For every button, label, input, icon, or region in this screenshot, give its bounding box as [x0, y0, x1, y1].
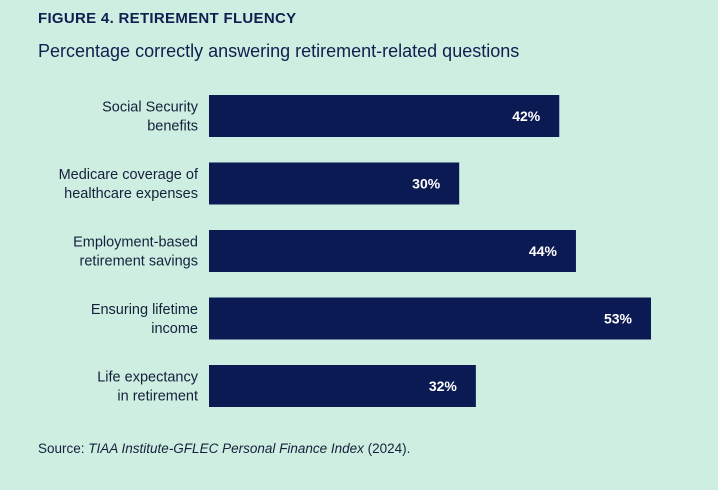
source-prefix: Source: — [38, 441, 89, 456]
source-suffix: (2024). — [363, 441, 411, 456]
bar-3 — [209, 297, 651, 340]
bar-value-label-2: 44% — [529, 243, 558, 259]
bar-0 — [209, 95, 560, 137]
bar-1 — [209, 162, 460, 205]
bar-value-label-0: 42% — [512, 108, 541, 124]
category-label-0: Social Security benefits — [102, 100, 199, 135]
source-note: Source: TIAA Institute-GFLEC Personal Fi… — [38, 441, 410, 456]
category-label-4: Life expectancy in retirement — [97, 370, 199, 405]
source-citation: TIAA Institute-GFLEC Personal Finance In… — [88, 441, 364, 456]
category-label-2: Employment-based retirement savings — [73, 235, 198, 270]
bar-value-label-1: 30% — [412, 176, 441, 192]
figure-subtitle: Percentage correctly answering retiremen… — [38, 41, 520, 61]
category-label-3: Ensuring lifetime income — [91, 302, 198, 337]
bar-2 — [209, 230, 576, 272]
bar-chart: 42% Social Security benefits 30% Medicare co… — [59, 95, 651, 407]
bar-value-label-4: 32% — [429, 378, 458, 394]
category-label-1: Medicare coverage of healthcare expenses — [59, 167, 199, 202]
bar-value-label-3: 53% — [604, 311, 633, 327]
figure-title: FIGURE 4. RETIREMENT FLUENCY — [38, 10, 297, 27]
bar-4 — [209, 365, 476, 407]
